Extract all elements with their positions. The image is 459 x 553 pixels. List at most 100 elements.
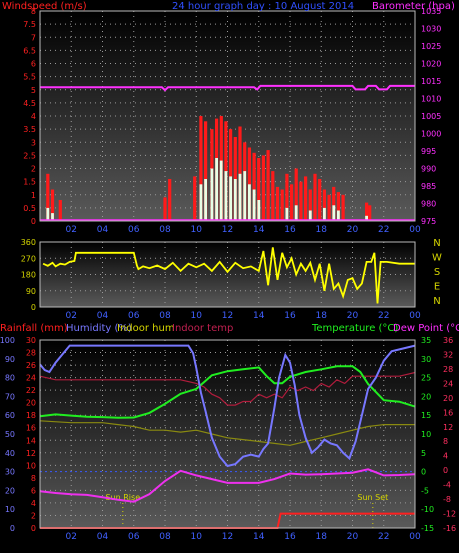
windspeed-gust-bar: [294, 168, 298, 221]
windspeed-gust-bar: [290, 184, 294, 222]
windspeed-tick-label: 5: [31, 86, 36, 95]
indoor-temp-tick-label: 8: [443, 437, 448, 446]
rainfall-tick-label: 2: [31, 511, 36, 520]
windspeed-tick-label: 2.5: [23, 151, 36, 160]
windspeed-gust-bar: [285, 173, 289, 222]
indoor-temp-tick-label: 16: [443, 408, 453, 417]
windspeed-gust-bar: [257, 158, 261, 221]
windspeed-average-bar: [332, 205, 336, 222]
x-tick-label: 16: [284, 225, 296, 235]
indoor-temp-tick-label: 20: [443, 394, 453, 403]
windspeed-tick-label: 3.5: [23, 125, 36, 134]
windspeed-gust-bar: [199, 116, 203, 221]
windspeed-average-bar: [238, 173, 242, 222]
rainfall-tick-label: 14: [26, 436, 36, 445]
windspeed-tick-label: 1: [31, 191, 36, 200]
x-tick-label: 00: [409, 225, 421, 235]
windspeed-gust-bar: [318, 179, 322, 221]
x-tick-label: 06: [128, 311, 140, 321]
windspeed-average-bar: [224, 171, 228, 221]
windspeed-average-bar: [294, 205, 298, 222]
x-tick-label: 14: [253, 225, 265, 235]
rainfall-tick-label: 20: [26, 399, 36, 408]
x-tick-label: 04: [97, 225, 109, 235]
barometer-tick-label: 1005: [421, 112, 441, 121]
windspeed-average-bar: [365, 215, 368, 222]
x-tick-label: 22: [378, 311, 389, 321]
windspeed-average-bar: [210, 168, 214, 221]
windspeed-gust-bar: [238, 126, 242, 221]
windspeed-gust-bar: [308, 189, 312, 221]
temperature-tick-label: 25: [421, 374, 431, 383]
windspeed-gust-bar: [332, 186, 336, 221]
temperature-tick-label: -5: [421, 486, 429, 495]
x-tick-label: 06: [128, 225, 140, 235]
windspeed-tick-label: 6: [31, 60, 36, 69]
rainfall-tick-label: 8: [31, 474, 36, 483]
windspeed-gust-bar: [204, 121, 208, 222]
windspeed-tick-label: 7.5: [23, 20, 36, 29]
x-tick-label: 04: [97, 311, 109, 321]
temperature-tick-label: 35: [421, 336, 431, 345]
legend-dew-point: Dew Point (°C): [393, 323, 459, 334]
windspeed-tick-label: 5.5: [23, 73, 36, 82]
rainfall-tick-label: 10: [26, 461, 36, 470]
x-tick-label: 08: [159, 532, 171, 542]
windspeed-gust-bar: [313, 173, 317, 222]
direction-tick-label: 0: [31, 303, 36, 312]
x-tick-label: 02: [66, 225, 77, 235]
legend-indoor-temp: Indoor temp: [172, 323, 233, 334]
temperature-tick-label: 15: [421, 411, 431, 420]
windspeed-gust-bar: [168, 179, 172, 221]
rainfall-tick-label: 6: [31, 486, 36, 495]
rainfall-tick-label: 0: [31, 524, 36, 533]
indoor-temp-tick-label: 28: [443, 365, 453, 374]
compass-label: N: [433, 296, 440, 307]
humidity-tick-label: 20: [5, 486, 15, 495]
indoor-temp-tick-label: -16: [443, 524, 456, 533]
windspeed-gust-bar: [336, 192, 340, 221]
windspeed-gust-bar: [252, 152, 256, 222]
windspeed-average-bar: [243, 171, 247, 221]
barometer-tick-label: 975: [421, 217, 436, 226]
wind-tick-labels: 0 0.5 1 1.5 2 2.5 3 3.5 4 4.5 5 5.5 6 6.5 7 7.5 8 975 980 9…: [23, 7, 441, 235]
windspeed-axis-label: Windspeed (m/s): [2, 1, 87, 12]
temperature-plot-frame: [39, 339, 416, 529]
barometer-tick-label: 1010: [421, 95, 441, 104]
rainfall-tick-label: 12: [26, 449, 36, 458]
windspeed-gust-bar: [327, 194, 331, 222]
windspeed-tick-label: 0.5: [23, 204, 36, 213]
windspeed-average-bar: [204, 179, 207, 221]
windspeed-gust-bar: [341, 194, 345, 222]
indoor-temp-line: [39, 371, 416, 406]
x-tick-label: 18: [316, 311, 328, 321]
x-tick-label: 20: [347, 225, 359, 235]
legend-temperature: Temperature (°C): [311, 323, 398, 334]
direction-marks: [42, 247, 415, 304]
windspeed-average-bar: [219, 160, 223, 221]
x-tick-label: 02: [66, 311, 77, 321]
windspeed-gust-bar: [50, 189, 55, 221]
windspeed-gust-bar: [193, 176, 197, 221]
x-tick-label: 20: [347, 311, 359, 321]
humidity-tick-label: 0: [10, 524, 15, 533]
temperature-tick-labels: 0246810121416182022242628300102030405060…: [0, 336, 456, 542]
windspeed-gust-bar: [163, 197, 167, 221]
windspeed-average-bar: [323, 207, 326, 221]
humidity-tick-label: 60: [5, 411, 15, 420]
windspeed-average-bar: [229, 176, 232, 221]
windspeed-average-bar: [337, 210, 340, 221]
x-tick-label: 12: [222, 532, 233, 542]
rainfall-tick-label: 28: [26, 349, 36, 358]
temperature-tick-label: 10: [421, 430, 431, 439]
wind-marks: [40, 84, 415, 222]
indoor-temp-tick-label: -8: [443, 495, 451, 504]
indoor-temp-tick-label: 24: [443, 379, 453, 388]
windspeed-average-bar: [252, 189, 256, 221]
temperature-tick-label: 30: [421, 355, 431, 364]
wind-direction-line: [42, 247, 415, 304]
barometer-tick-label: 1025: [421, 42, 441, 51]
indoor-temp-tick-label: 0: [443, 466, 448, 475]
windspeed-tick-label: 2: [31, 165, 36, 174]
